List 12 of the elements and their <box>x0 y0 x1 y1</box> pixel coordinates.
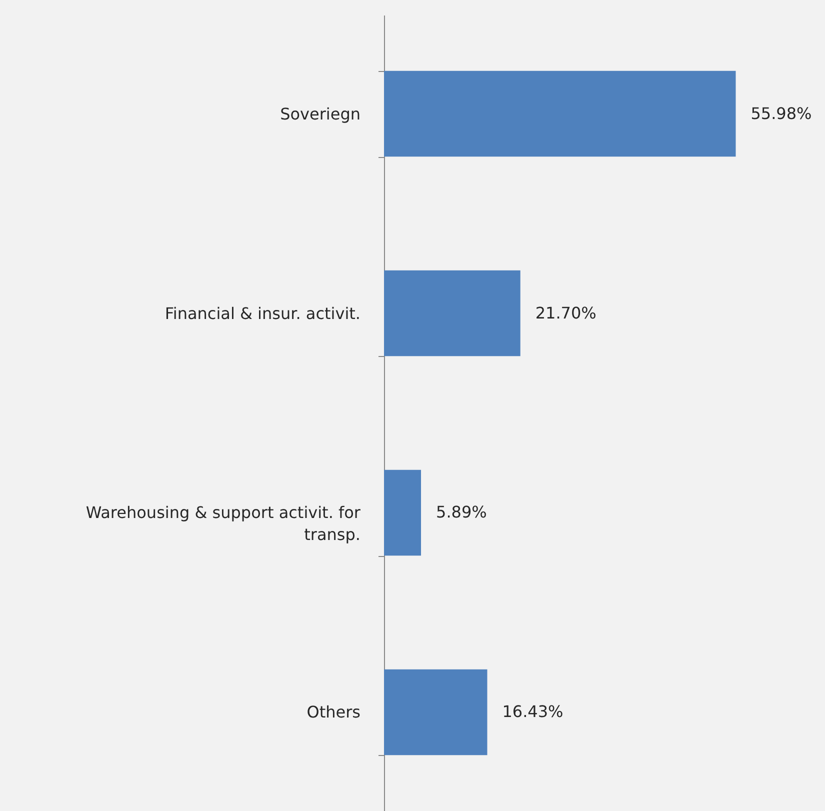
data-label: 55.98% <box>750 104 812 123</box>
data-label: 5.89% <box>436 502 487 522</box>
y-tick-label: Warehousing & support activit. for transp. <box>86 503 361 544</box>
y-tick-label: Financial & insur. activit. <box>164 304 360 323</box>
bar <box>384 470 422 556</box>
y-tick-label: Others <box>306 702 360 722</box>
bar <box>384 70 736 157</box>
data-label: 16.43% <box>502 702 564 722</box>
y-tick-label: Soveriegn <box>280 104 360 124</box>
data-label: 21.70% <box>535 303 596 322</box>
bar <box>384 669 488 756</box>
bar <box>384 270 520 356</box>
